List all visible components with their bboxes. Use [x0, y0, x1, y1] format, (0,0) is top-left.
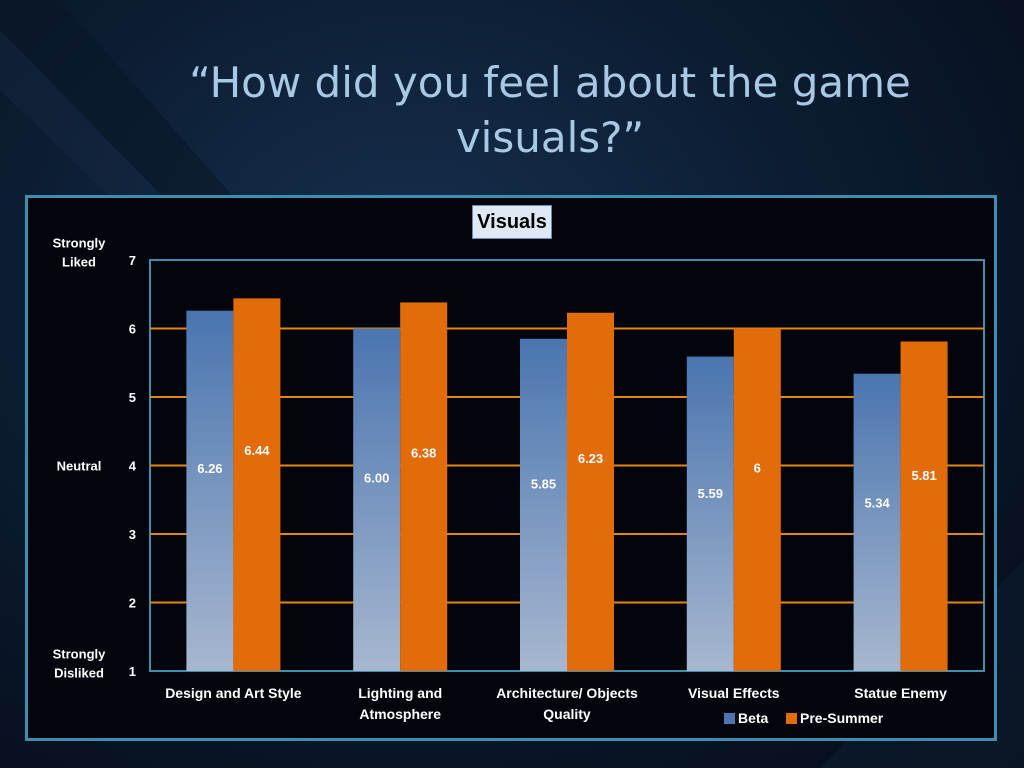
category-label: Visual Effects	[688, 685, 780, 701]
y-tick-label: 7	[129, 253, 136, 268]
bar-beta	[353, 328, 401, 671]
chart-title: Visuals	[472, 205, 552, 239]
y-scale-label: Liked	[62, 255, 96, 270]
data-label: 6.23	[578, 451, 603, 466]
bar-presummer	[567, 312, 614, 671]
data-label: 5.85	[531, 476, 556, 491]
y-scale-label: Strongly	[53, 647, 106, 662]
y-tick-label: 4	[129, 459, 137, 474]
y-tick-label: 6	[129, 322, 136, 337]
data-label: 6.00	[364, 471, 389, 486]
category-label: Architecture/ Objects	[496, 685, 638, 701]
data-label: 5.34	[864, 495, 890, 510]
category-label: Quality	[543, 706, 591, 722]
data-label: 6	[754, 460, 761, 475]
data-label: 6.38	[411, 445, 436, 460]
bar-presummer	[233, 298, 281, 671]
legend-label: Beta	[738, 710, 769, 726]
slide-title: “How did you feel about the game visuals…	[189, 58, 911, 162]
y-tick-label: 2	[129, 596, 136, 611]
data-label: 6.44	[244, 443, 270, 458]
bar-presummer	[400, 302, 448, 671]
bar-beta	[686, 356, 734, 671]
y-tick-label: 1	[129, 664, 136, 679]
y-tick-label: 3	[129, 527, 136, 542]
legend-label: Pre-Summer	[800, 710, 884, 726]
y-scale-label: Neutral	[57, 459, 102, 474]
y-tick-label: 5	[129, 390, 136, 405]
bar-presummer	[900, 341, 948, 671]
data-label: 6.26	[197, 461, 222, 476]
category-label: Design and Art Style	[165, 685, 302, 701]
category-label: Atmosphere	[359, 706, 441, 722]
category-label: Statue Enemy	[854, 685, 947, 701]
legend-swatch	[724, 713, 735, 724]
category-label: Lighting and	[358, 685, 442, 701]
data-label: 5.81	[911, 468, 936, 483]
bar-beta	[186, 310, 234, 671]
y-scale-label: Disliked	[54, 666, 104, 681]
y-scale-label: Strongly	[53, 236, 106, 251]
bar-beta	[853, 373, 901, 671]
bar-presummer	[733, 328, 781, 671]
bar-beta	[520, 338, 567, 671]
data-label: 5.59	[698, 486, 723, 501]
legend-swatch	[786, 713, 797, 724]
